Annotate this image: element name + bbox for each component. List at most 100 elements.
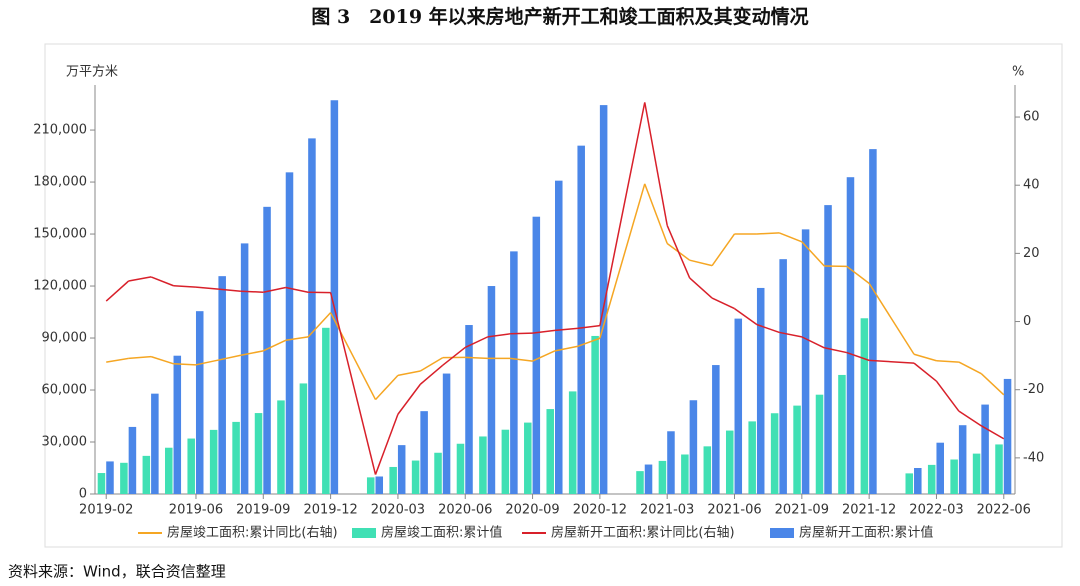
line-segment: [734, 307, 758, 326]
x-tick-label: 2021-12: [842, 503, 896, 518]
bar: [442, 373, 451, 494]
line-segment: [329, 312, 377, 400]
line-segment: [644, 183, 668, 244]
line-segment: [150, 276, 174, 287]
legend-label: 房屋新开工面积:累计值: [799, 525, 933, 541]
line-segment: [419, 357, 444, 372]
bar: [950, 459, 958, 494]
bar: [981, 404, 989, 494]
x-tick-label: 2021-03: [640, 503, 694, 518]
line-segment: [913, 353, 937, 362]
bar: [555, 180, 563, 494]
bar: [389, 466, 397, 494]
bar: [734, 318, 743, 494]
line-segment: [240, 350, 264, 357]
line-segment: [465, 356, 488, 360]
y2-tick-label: 40: [1023, 178, 1040, 193]
line-segment: [128, 355, 152, 360]
bar: [501, 429, 510, 494]
bar: [689, 400, 698, 494]
bar: [277, 400, 285, 494]
x-tick-label: 2019-02: [79, 503, 133, 518]
y2-tick-label: 0: [1023, 314, 1031, 329]
legend-swatch: [352, 528, 376, 538]
line-segment: [510, 357, 533, 362]
line-segment: [464, 336, 489, 349]
bar: [1003, 378, 1012, 494]
line-segment: [397, 370, 421, 377]
legend-swatch: [770, 528, 794, 538]
bar: [479, 436, 487, 494]
x-tick-label: 2021-06: [707, 503, 761, 518]
bar: [465, 325, 473, 494]
bar: [995, 444, 1003, 494]
x-tick-label: 2019-09: [236, 503, 290, 518]
y-tick-label: 150,000: [33, 227, 87, 242]
bar: [793, 405, 801, 494]
line-segment: [869, 359, 915, 364]
bar: [173, 355, 182, 494]
line-segment: [285, 336, 309, 342]
line-segment: [419, 364, 444, 385]
line-segment: [711, 233, 736, 267]
x-tick-label: 2022-03: [909, 503, 963, 518]
legend-label: 房屋竣工面积:累计值: [381, 525, 502, 541]
line-segment: [128, 276, 152, 282]
line-segment: [262, 339, 287, 352]
line-segment: [935, 380, 960, 412]
line-segment: [218, 288, 241, 292]
y2-axis-label: %: [1012, 65, 1024, 80]
bar: [591, 335, 599, 494]
line-segment: [801, 241, 825, 267]
line-segment: [779, 232, 803, 243]
bar: [936, 442, 944, 494]
line-segment: [150, 355, 174, 365]
bar: [779, 259, 787, 494]
bar: [838, 374, 846, 494]
bar: [128, 426, 137, 494]
bar: [411, 460, 420, 494]
line-segment: [689, 277, 713, 299]
bar: [263, 206, 271, 494]
line-segment: [846, 265, 870, 284]
bar: [577, 145, 585, 494]
line-segment: [195, 286, 219, 290]
line-segment: [599, 183, 646, 339]
y-tick-label: 60,000: [42, 383, 88, 398]
line-segment: [756, 323, 780, 334]
line-segment: [913, 362, 937, 382]
bar: [658, 460, 667, 494]
line-segment: [374, 374, 399, 401]
bar: [232, 421, 240, 494]
line-segment: [173, 285, 197, 288]
bar: [524, 422, 532, 494]
bar: [914, 468, 922, 494]
bar: [187, 438, 195, 494]
bar: [905, 473, 914, 494]
bar: [532, 216, 541, 495]
y2-tick-label: 20: [1023, 246, 1040, 261]
bar: [240, 243, 249, 494]
line-segment: [374, 413, 399, 475]
bar: [846, 177, 855, 494]
x-tick-label: 2022-06: [977, 503, 1031, 518]
x-tick-label: 2020-12: [573, 503, 627, 518]
line-segment: [532, 350, 556, 362]
bar: [510, 251, 518, 494]
y-tick-label: 0: [79, 487, 87, 502]
x-tick-label: 2020-06: [438, 503, 492, 518]
line-segment: [263, 286, 286, 293]
line-segment: [689, 259, 713, 267]
bar: [756, 287, 765, 494]
bar: [972, 453, 981, 494]
line-segment: [554, 345, 578, 352]
line-segment: [173, 363, 197, 366]
bar: [748, 421, 756, 494]
bar: [824, 205, 832, 495]
bar: [120, 462, 128, 494]
line-segment: [510, 332, 533, 335]
line-segment: [577, 324, 600, 330]
bar: [568, 391, 577, 494]
y-tick-label: 120,000: [33, 279, 87, 294]
bar: [681, 454, 689, 494]
